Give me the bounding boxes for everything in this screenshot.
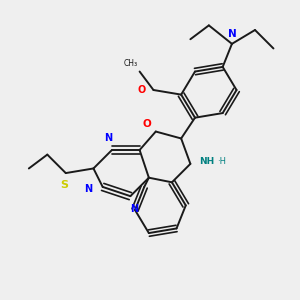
Text: CH₃: CH₃ bbox=[123, 59, 137, 68]
Text: O: O bbox=[142, 119, 151, 129]
Text: N: N bbox=[104, 133, 112, 143]
Text: N: N bbox=[227, 29, 236, 39]
Text: O: O bbox=[137, 85, 146, 95]
Text: N: N bbox=[130, 204, 138, 214]
Text: NH: NH bbox=[200, 157, 215, 166]
Text: ·H: ·H bbox=[217, 157, 226, 166]
Text: S: S bbox=[61, 180, 69, 190]
Text: N: N bbox=[84, 184, 92, 194]
